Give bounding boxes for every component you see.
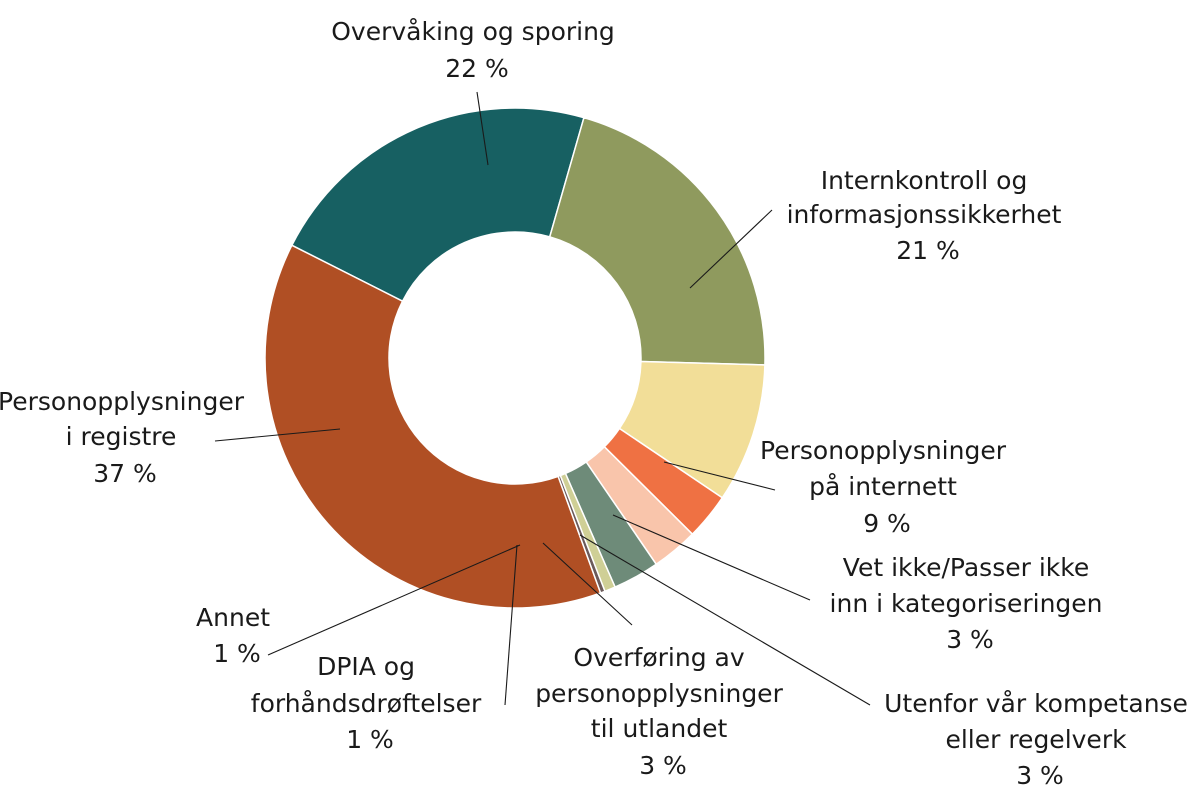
label-registre: Personopplysninger i registre 37 % <box>0 387 252 488</box>
leader-lines <box>214 91 871 706</box>
label-overvaking: Overvåking og sporing 22 % <box>331 17 623 83</box>
leader-line-dpia <box>504 544 518 706</box>
leader-line-internkontroll <box>689 209 773 289</box>
leader-line-overvaking <box>476 91 489 166</box>
slice-8 <box>264 244 602 609</box>
label-utenfor: Utenfor vår kompetanse eller regelverk 3… <box>884 689 1196 790</box>
label-overforing: Overføring av personopplysninger til utl… <box>535 643 791 780</box>
label-vet-ikke: Vet ikke/Passer ikke inn i kategoriserin… <box>830 553 1111 654</box>
label-internkontroll: Internkontroll og informasjonssikkerhet … <box>787 166 1070 265</box>
label-internett: Personopplysninger på internett 9 % <box>760 436 1014 538</box>
leader-line-annet <box>267 544 521 656</box>
label-dpia: DPIA og forhåndsdrøftelser 1 % <box>251 652 489 754</box>
slice-1 <box>548 116 766 366</box>
slice-labels: Overvåking og sporing 22 % Internkontrol… <box>0 17 1196 790</box>
leader-line-internett <box>663 461 776 491</box>
leader-line-vet-ikke <box>612 514 811 601</box>
leader-line-overforing <box>542 542 633 626</box>
leader-line-registre <box>214 428 341 442</box>
leader-line-utenfor <box>579 534 871 706</box>
slice-0 <box>290 107 585 303</box>
label-annet: Annet 1 % <box>196 603 278 668</box>
donut-slices <box>264 107 766 609</box>
